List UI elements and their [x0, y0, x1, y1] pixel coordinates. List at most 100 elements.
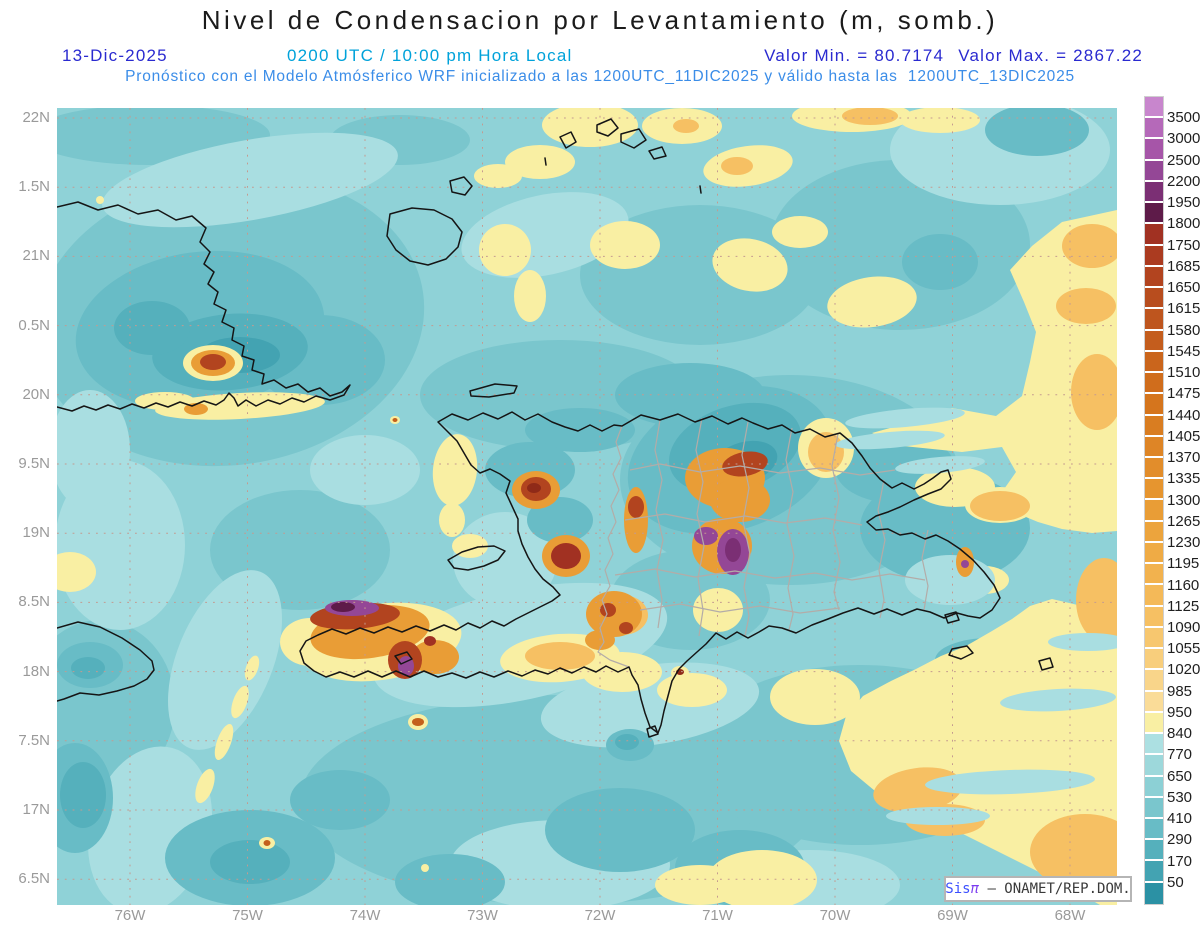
lat-label: 7.5N	[18, 731, 50, 749]
colorbar-tick-label: 1370	[1167, 449, 1200, 467]
colorbar-tick-label: 1160	[1167, 576, 1200, 594]
colorbar-segment	[1145, 415, 1163, 437]
colorbar-tick-label: 1335	[1167, 470, 1200, 488]
colorbar-tick-label: 1195	[1167, 555, 1200, 573]
catalina-island	[944, 611, 960, 624]
lon-label: 69W	[937, 907, 968, 924]
colorbar-tick-label: 3000	[1167, 130, 1200, 148]
page-title: Nivel de Condensacion por Levantamiento …	[201, 5, 999, 35]
colorbar-segment	[1145, 436, 1163, 458]
colorbar-tick-label: 1475	[1167, 385, 1200, 403]
province-borders	[597, 417, 929, 668]
colorbar-segment	[1145, 564, 1163, 586]
watermark-org: – ONAMET/REP.DOM.	[979, 881, 1131, 897]
valid-time-label: 0200 UTC / 10:00 pm Hora Local	[287, 46, 573, 65]
lat-label: 19N	[22, 524, 50, 542]
lon-label: 71W	[702, 907, 733, 924]
colorbar-segment	[1145, 457, 1163, 480]
colorbar-tick-label: 50	[1167, 873, 1184, 891]
colorbar-tick-label: 1055	[1167, 640, 1200, 658]
lat-label: 22N	[22, 109, 50, 126]
colorbar-segment	[1145, 266, 1163, 289]
tortue-island	[469, 383, 518, 398]
lon-label: 72W	[584, 907, 616, 924]
lat-label: 1.5N	[18, 178, 50, 196]
valor-max: Valor Max. = 2867.22	[958, 46, 1143, 65]
colorbar-segment	[1145, 139, 1163, 161]
colorbar-segment	[1145, 288, 1163, 310]
date-label: 13-Dic-2025	[62, 46, 168, 65]
colorbar-tick-label: 290	[1167, 831, 1193, 849]
colorbar-segment	[1145, 160, 1163, 182]
colorbar-tick-label: 1615	[1167, 300, 1200, 318]
minmax-label: Valor Min. = 80.7174 Valor Max. = 2867.22	[764, 46, 1143, 66]
watermark-badge: Sis π – ONAMET/REP.DOM.	[944, 876, 1132, 902]
colorbar-segment	[1145, 691, 1163, 713]
colorbar-tick-label: 1800	[1167, 215, 1200, 233]
colorbar-tick-label: 1230	[1167, 534, 1200, 552]
cuba-coastline	[57, 201, 351, 412]
colorbar-segment	[1145, 861, 1163, 883]
colorbar-segment	[1145, 649, 1163, 671]
colorbar-tick-label: 1300	[1167, 491, 1200, 509]
colorbar-segment	[1145, 309, 1163, 331]
colorbar-segment	[1145, 521, 1163, 543]
colorbar	[1144, 96, 1164, 905]
colorbar-segment	[1145, 245, 1163, 267]
colorbar-tick-label: 840	[1167, 725, 1193, 743]
colorbar-tick-label: 1510	[1167, 364, 1200, 382]
forecast-info-label: Pronóstico con el Modelo Atmósferico WRF…	[125, 68, 1075, 85]
colorbar-segment	[1145, 840, 1163, 862]
colorbar-tick-label: 530	[1167, 788, 1193, 806]
mona-island	[1038, 657, 1054, 671]
colorbar-segment	[1145, 373, 1163, 395]
colorbar-tick-label: 1950	[1167, 194, 1200, 212]
colorbar-tick-label: 1265	[1167, 512, 1200, 530]
lat-label: 6.5N	[18, 870, 50, 888]
colorbar-segment	[1145, 734, 1163, 756]
colorbar-tick-label: 1650	[1167, 279, 1200, 297]
colorbar-segment	[1145, 351, 1163, 374]
great-inagua-coastline	[386, 207, 463, 266]
colorbar-tick-label: 410	[1167, 810, 1193, 828]
colorbar-tick-label: 985	[1167, 682, 1193, 700]
colorbar-tick-label: 650	[1167, 767, 1193, 785]
colorbar-segment	[1145, 670, 1163, 692]
colorbar-tick-label: 1090	[1167, 619, 1200, 636]
grid-lines	[57, 108, 1117, 905]
colorbar-segment	[1145, 818, 1163, 841]
pi-symbol: π	[970, 881, 980, 897]
gonave-island	[447, 545, 506, 571]
lat-label: 8.5N	[18, 593, 50, 611]
lcl-field	[57, 108, 1117, 905]
lat-label: 20N	[22, 385, 50, 403]
lon-label: 70W	[819, 907, 851, 924]
colorbar-tick-label: 1580	[1167, 321, 1200, 339]
colorbar-segment	[1145, 479, 1163, 501]
ile-a-vache	[394, 651, 413, 665]
jamaica-coastline	[57, 621, 155, 702]
lat-label: 17N	[22, 801, 50, 818]
colorbar-segment	[1145, 755, 1163, 777]
colorbar-tick-label: 3500	[1167, 109, 1200, 127]
colorbar-tick-label: 2500	[1167, 151, 1200, 169]
valor-min: Valor Min. = 80.7174	[764, 46, 945, 65]
colorbar-segment	[1145, 542, 1163, 565]
lat-label: 18N	[22, 662, 50, 680]
lat-label: 0.5N	[18, 316, 50, 334]
coastlines	[57, 118, 1054, 738]
colorbar-segment	[1145, 585, 1163, 607]
sispi-brand: Sis	[945, 881, 971, 897]
colorbar-segment	[1145, 394, 1163, 416]
colorbar-segment	[1145, 797, 1163, 819]
lat-label: 9.5N	[18, 455, 50, 472]
colorbar-segment	[1145, 97, 1163, 119]
lon-label: 73W	[467, 907, 498, 924]
colorbar-tick-label: 2200	[1167, 172, 1200, 190]
little-inagua-coastline	[449, 176, 473, 196]
colorbar-segment	[1145, 118, 1163, 140]
colorbar-segment	[1145, 627, 1163, 650]
caicos-islands	[544, 118, 702, 194]
colorbar-segment	[1145, 203, 1163, 225]
